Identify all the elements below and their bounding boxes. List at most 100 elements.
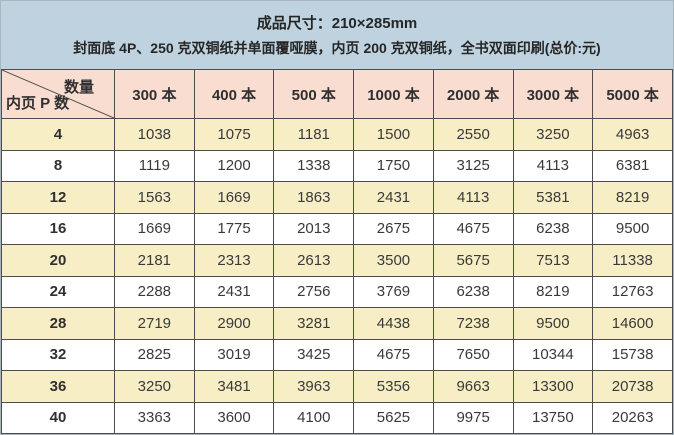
diagonal-line bbox=[2, 70, 114, 118]
price-cell: 1038 bbox=[114, 118, 195, 151]
price-cell: 3250 bbox=[512, 118, 594, 151]
row-header-pages: 20 bbox=[1, 244, 115, 277]
price-cell: 5381 bbox=[512, 181, 594, 214]
price-cell: 2825 bbox=[114, 338, 195, 371]
row-header-pages: 36 bbox=[1, 370, 115, 403]
price-cell: 2288 bbox=[114, 275, 195, 308]
price-cell: 2181 bbox=[114, 244, 195, 277]
price-table: 数量 内页 P 数 300 本 400 本 500 本 1000 本 2000 … bbox=[1, 69, 673, 434]
price-cell: 5625 bbox=[353, 401, 434, 434]
price-cell: 1563 bbox=[114, 181, 195, 214]
price-cell: 13750 bbox=[512, 401, 594, 434]
table-row: 36 3250 3481 3963 5356 9663 13300 20738 bbox=[1, 370, 673, 403]
price-cell: 3769 bbox=[353, 275, 434, 308]
price-cell: 5675 bbox=[432, 244, 514, 277]
price-cell: 15738 bbox=[592, 338, 673, 371]
price-cell: 2675 bbox=[353, 212, 434, 245]
price-cell: 1119 bbox=[114, 149, 195, 182]
price-cell: 4675 bbox=[353, 338, 434, 371]
price-cell: 2900 bbox=[193, 307, 275, 340]
column-header-1000: 1000 本 bbox=[353, 69, 434, 119]
table-row: 4 1038 1075 1181 1500 2550 3250 4963 bbox=[1, 118, 673, 151]
price-cell: 4438 bbox=[353, 307, 434, 340]
banner-spec-line: 封面底 4P、250 克双铜纸并单面覆哑膜，内页 200 克双铜纸，全书双面印刷… bbox=[73, 40, 601, 56]
price-cell: 3963 bbox=[273, 370, 355, 403]
row-header-pages: 4 bbox=[1, 118, 115, 151]
table-row: 32 2825 3019 3425 4675 7650 10344 15738 bbox=[1, 338, 673, 371]
price-cell: 1075 bbox=[193, 118, 275, 151]
column-header-300: 300 本 bbox=[114, 69, 195, 119]
price-cell: 13300 bbox=[512, 370, 594, 403]
price-cell: 3481 bbox=[193, 370, 275, 403]
price-cell: 1863 bbox=[273, 181, 355, 214]
header-row: 数量 内页 P 数 300 本 400 本 500 本 1000 本 2000 … bbox=[1, 69, 673, 119]
column-header-400: 400 本 bbox=[193, 69, 275, 119]
price-cell: 3425 bbox=[273, 338, 355, 371]
corner-header-cell: 数量 内页 P 数 bbox=[1, 69, 115, 119]
price-cell: 2431 bbox=[353, 181, 434, 214]
table-row: 20 2181 2313 2613 3500 5675 7513 11338 bbox=[1, 244, 673, 277]
price-cell: 1500 bbox=[353, 118, 434, 151]
price-cell: 2550 bbox=[432, 118, 514, 151]
column-header-2000: 2000 本 bbox=[432, 69, 514, 119]
table-row: 24 2288 2431 2756 3769 6238 8219 12763 bbox=[1, 275, 673, 308]
price-cell: 3125 bbox=[432, 149, 514, 182]
table-row: 16 1669 1775 2013 2675 4675 6238 9500 bbox=[1, 212, 673, 245]
price-cell: 3250 bbox=[114, 370, 195, 403]
price-cell: 4113 bbox=[512, 149, 594, 182]
price-cell: 10344 bbox=[512, 338, 594, 371]
price-cell: 4675 bbox=[432, 212, 514, 245]
table-row: 40 3363 3600 4100 5625 9975 13750 20263 bbox=[1, 401, 673, 434]
price-cell: 2013 bbox=[273, 212, 355, 245]
price-cell: 3019 bbox=[193, 338, 275, 371]
price-cell: 11338 bbox=[592, 244, 673, 277]
price-cell: 4113 bbox=[432, 181, 514, 214]
price-cell: 7513 bbox=[512, 244, 594, 277]
table-row: 8 1119 1200 1338 1750 3125 4113 6381 bbox=[1, 149, 673, 182]
price-cell: 7650 bbox=[432, 338, 514, 371]
price-cell: 2613 bbox=[273, 244, 355, 277]
spec-banner: 成品尺寸：210×285mm 封面底 4P、250 克双铜纸并单面覆哑膜，内页 … bbox=[1, 1, 673, 69]
row-header-pages: 40 bbox=[1, 401, 115, 434]
price-cell: 6381 bbox=[592, 149, 673, 182]
price-cell: 12763 bbox=[592, 275, 673, 308]
row-header-pages: 16 bbox=[1, 212, 115, 245]
row-header-pages: 12 bbox=[1, 181, 115, 214]
price-cell: 9500 bbox=[592, 212, 673, 245]
price-cell: 1669 bbox=[193, 181, 275, 214]
price-cell: 2756 bbox=[273, 275, 355, 308]
price-cell: 3600 bbox=[193, 401, 275, 434]
column-header-500: 500 本 bbox=[273, 69, 355, 119]
price-cell: 8219 bbox=[512, 275, 594, 308]
table-row: 28 2719 2900 3281 4438 7238 9500 14600 bbox=[1, 307, 673, 340]
price-cell: 8219 bbox=[592, 181, 673, 214]
row-header-pages: 8 bbox=[1, 149, 115, 182]
corner-pages-label: 内页 P 数 bbox=[6, 95, 70, 112]
price-cell: 9975 bbox=[432, 401, 514, 434]
price-cell: 6238 bbox=[432, 275, 514, 308]
row-header-pages: 24 bbox=[1, 275, 115, 308]
price-cell: 1669 bbox=[114, 212, 195, 245]
price-cell: 6238 bbox=[512, 212, 594, 245]
price-cell: 20738 bbox=[592, 370, 673, 403]
price-cell: 3281 bbox=[273, 307, 355, 340]
corner-quantity-label: 数量 bbox=[63, 79, 94, 96]
price-cell: 20263 bbox=[592, 401, 673, 434]
price-cell: 9500 bbox=[512, 307, 594, 340]
price-cell: 7238 bbox=[432, 307, 514, 340]
price-cell: 1750 bbox=[353, 149, 434, 182]
row-header-pages: 32 bbox=[1, 338, 115, 371]
price-cell: 4100 bbox=[273, 401, 355, 434]
price-cell: 2313 bbox=[193, 244, 275, 277]
price-cell: 3363 bbox=[114, 401, 195, 434]
price-cell: 1181 bbox=[273, 118, 355, 151]
price-cell: 4963 bbox=[592, 118, 673, 151]
row-header-pages: 28 bbox=[1, 307, 115, 340]
price-cell: 14600 bbox=[592, 307, 673, 340]
price-cell: 5356 bbox=[353, 370, 434, 403]
price-cell: 1775 bbox=[193, 212, 275, 245]
price-cell: 2431 bbox=[193, 275, 275, 308]
column-header-5000: 5000 本 bbox=[592, 69, 673, 119]
price-cell: 9663 bbox=[432, 370, 514, 403]
table-row: 12 1563 1669 1863 2431 4113 5381 8219 bbox=[1, 181, 673, 214]
